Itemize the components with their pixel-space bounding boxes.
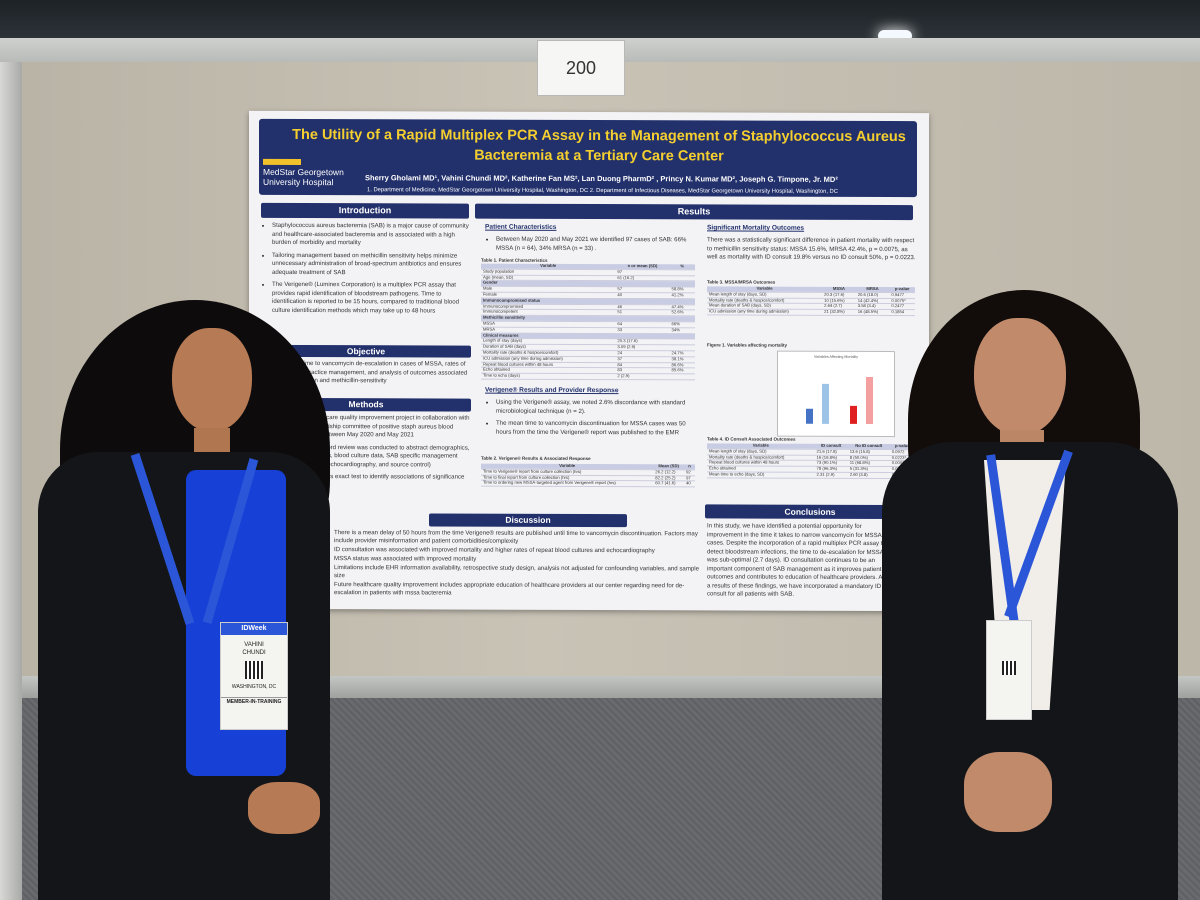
- qr-code-icon: [245, 661, 263, 679]
- badge-first-name: VAHINI: [244, 642, 264, 648]
- research-poster: The Utility of a Rapid Multiplex PCR Ass…: [249, 110, 929, 612]
- table-cell: 16 (48.5%): [855, 309, 890, 316]
- table-row: Mean time to echo (days, SD) 2.31 (2.9) 2.…: [707, 471, 915, 479]
- table-cell: ICU admission (any time during admission…: [707, 309, 823, 316]
- hands-right: [964, 752, 1052, 832]
- results-heading: Results: [475, 203, 913, 221]
- introduction-heading: Introduction: [261, 202, 469, 219]
- logo-line-1: MedStar Georgetown: [263, 166, 344, 178]
- hands-left: [248, 782, 320, 834]
- name-badge-right: [986, 620, 1032, 720]
- figure1-title: Figure 1. Variables affecting mortality: [707, 342, 788, 348]
- table-cell: 2 (2.9): [615, 373, 670, 380]
- discussion-bullet: Future healthcare quality improvement in…: [334, 581, 703, 598]
- table-row: Time to echo (days) 2 (2.9): [481, 373, 695, 380]
- face-left: [172, 328, 252, 432]
- hospital-logo: MedStar Georgetown University Hospital: [263, 167, 344, 187]
- chart-bar: [806, 409, 813, 424]
- logo-line-2: University Hospital: [263, 176, 334, 188]
- poster-title: The Utility of a Rapid Multiplex PCR Ass…: [292, 126, 906, 165]
- face-right: [974, 318, 1066, 436]
- chart-bar: [850, 405, 857, 424]
- table-cell: [669, 373, 695, 380]
- ceiling: [0, 0, 1200, 40]
- discussion-body: There is a mean delay of 50 hours from t…: [323, 529, 703, 599]
- verigene-bullet: The mean time to vancomycin discontinuat…: [496, 420, 695, 438]
- patient-char-bullet: Between May 2020 and May 2021 we identif…: [496, 236, 695, 254]
- table-cell: 21 (32.8%): [822, 309, 856, 316]
- poster-authors: Sherry Gholami MD¹, Vahini Chundi MD², K…: [365, 173, 838, 184]
- patient-characteristics-table: Variable n or mean (SD)% Study population…: [481, 263, 695, 381]
- mortality-text: There was a statistically significant di…: [707, 236, 916, 262]
- mssa-mrsa-table: Variable MSSA MRSA p-value Mean length of s…: [707, 286, 915, 316]
- name-badge-left: IDWeek VAHINI CHUNDI WASHINGTON, DC MEMB…: [220, 622, 288, 730]
- booth-number: 200: [565, 57, 597, 78]
- verigene-table: Variable Mean (SD) n Time to Verigene® rep…: [481, 463, 695, 488]
- board-post: [0, 62, 22, 900]
- introduction-body: Staphylococcus aureus bacteremia (SAB) i…: [261, 222, 471, 320]
- patient-characteristics-body: Between May 2020 and May 2021 we identif…: [485, 236, 695, 258]
- intro-bullet: Tailoring management based on methicilli…: [272, 251, 471, 277]
- patient-characteristics-title: Patient Characteristics: [485, 223, 557, 231]
- table-cell: 60.7 (41.6): [653, 481, 685, 488]
- discussion-bullet: Limitations include EHR information avai…: [334, 564, 703, 581]
- verigene-body: Using the Verigene® assay, we noted 2.6%…: [485, 399, 695, 442]
- table-cell: 40: [684, 481, 695, 488]
- badge-city: WASHINGTON, DC: [231, 684, 277, 690]
- intro-bullet: Staphylococcus aureus bacteremia (SAB) i…: [272, 222, 471, 248]
- poster-affiliations: 1. Department of Medicine, MedStar Georg…: [367, 187, 838, 195]
- conclusions-text: In this study, we have identified a pote…: [707, 522, 886, 598]
- mortality-bar-chart: Variables Affecting Mortality: [777, 350, 895, 438]
- table-cell: Time to echo (days): [481, 373, 616, 380]
- badge-last-name: CHUNDI: [242, 650, 266, 656]
- poster-header: The Utility of a Rapid Multiplex PCR Ass…: [259, 118, 917, 198]
- discussion-bullet: MSSA status was associated with improved…: [334, 555, 703, 564]
- qr-code-icon: [1002, 661, 1016, 675]
- intro-bullet: The Verigene® (Luminex Corporation) is a…: [272, 281, 471, 316]
- id-consult-table: Variable ID consult No ID consult p-value M…: [707, 443, 915, 479]
- table4-title: Table 4. ID Consult Associated Outcomes: [707, 436, 796, 442]
- verigene-title: Verigene® Results and Provider Response: [485, 386, 619, 395]
- discussion-bullet: ID consultation was associated with impr…: [334, 546, 703, 555]
- table-row: ICU admission (any time during admission…: [707, 309, 915, 316]
- table-row: Time to ordering new MSSA-targeted agent…: [481, 480, 695, 488]
- table-cell: 2.60 (3.8): [847, 472, 890, 479]
- discussion-heading: Discussion: [429, 513, 627, 528]
- logo-mark: [263, 158, 301, 165]
- verigene-bullet: Using the Verigene® assay, we noted 2.6%…: [496, 399, 695, 417]
- chart-bar: [822, 384, 829, 424]
- table-cell: 2.31 (2.9): [814, 472, 848, 479]
- badge-role: MEMBER-IN-TRAINING: [221, 697, 287, 706]
- table2-title: Table 2. Verigene® Results & Associated …: [481, 455, 591, 462]
- mortality-title: Significant Mortality Outcomes: [707, 224, 805, 232]
- badge-brand: IDWeek: [221, 623, 287, 635]
- booth-number-sign: 200: [537, 40, 625, 96]
- chart-title: Variables Affecting Mortality: [813, 354, 858, 359]
- table3-title: Table 3. MSSA/MRSA Outcomes: [707, 279, 776, 285]
- table-cell: Time to ordering new MSSA-targeted agent…: [481, 480, 654, 487]
- discussion-bullet: There is a mean delay of 50 hours from t…: [334, 529, 703, 546]
- chart-bar: [866, 377, 873, 424]
- table-cell: Mean time to echo (days, SD): [707, 471, 815, 479]
- table1-title: Table 1. Patient Characteristics: [481, 257, 548, 263]
- table-cell: 0.1854: [889, 309, 915, 316]
